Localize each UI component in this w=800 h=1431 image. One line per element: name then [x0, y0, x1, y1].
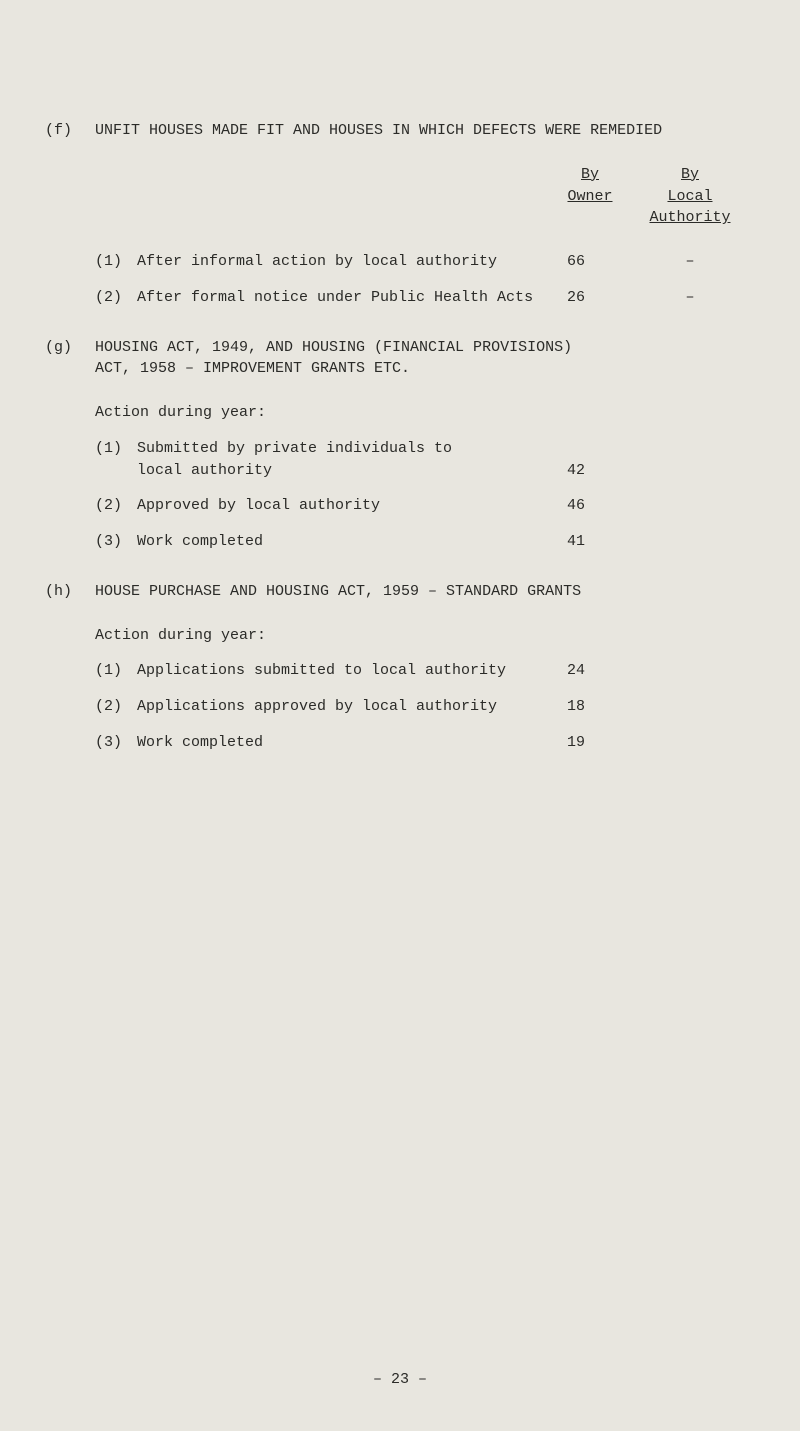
f-col1-h2: Owner [545, 186, 635, 208]
section-h-title-row: (h) HOUSE PURCHASE AND HOUSING ACT, 1959… [45, 581, 745, 603]
g-row-2: (2) Approved by local authority 46 [45, 495, 745, 517]
g-row2-num: (2) [95, 495, 137, 517]
f-row1-v1: 66 [545, 251, 635, 273]
g-action-row: Action during year: [45, 402, 745, 424]
g-row2-desc: Approved by local authority [137, 495, 545, 517]
g-row3-num: (3) [95, 531, 137, 553]
h-action: Action during year: [95, 625, 745, 647]
f-row-2: (2) After formal notice under Public Hea… [45, 287, 745, 309]
section-f-tag: (f) [45, 120, 95, 142]
h-title: HOUSE PURCHASE AND HOUSING ACT, 1959 – S… [95, 581, 745, 603]
g-row2-v1: 46 [545, 495, 635, 517]
f-row1-v2: – [635, 251, 745, 273]
h-row2-desc: Applications approved by local authority [137, 696, 545, 718]
g-row1-desc-l2: local authority [137, 460, 545, 482]
f-col-header-row2: Owner Local [45, 186, 745, 208]
h-row1-v1: 24 [545, 660, 635, 682]
h-row3-num: (3) [95, 732, 137, 754]
h-row-3: (3) Work completed 19 [45, 732, 745, 754]
f-row2-v2: – [635, 287, 745, 309]
g-row1-desc-l1: Submitted by private individuals to [137, 438, 745, 460]
section-h-tag: (h) [45, 581, 95, 603]
f-col2-h1: By [635, 164, 745, 186]
f-row-1: (1) After informal action by local autho… [45, 251, 745, 273]
g-row1-num: (1) [95, 438, 137, 460]
g-title-l1: HOUSING ACT, 1949, AND HOUSING (FINANCIA… [95, 337, 745, 359]
f-col1-h1: By [545, 164, 635, 186]
section-f-title: UNFIT HOUSES MADE FIT AND HOUSES IN WHIC… [95, 120, 745, 142]
g-row3-v1: 41 [545, 531, 635, 553]
f-row2-num: (2) [95, 287, 137, 309]
f-col-header-row1: By By [45, 164, 745, 186]
g-row3-desc: Work completed [137, 531, 545, 553]
g-row-1: (1) Submitted by private individuals to … [45, 438, 745, 482]
f-col-header-row3: Authority [45, 207, 745, 229]
h-row1-desc: Applications submitted to local authorit… [137, 660, 545, 682]
g-action: Action during year: [95, 402, 745, 424]
f-col2-h2: Local [635, 186, 745, 208]
h-row1-num: (1) [95, 660, 137, 682]
g-row-3: (3) Work completed 41 [45, 531, 745, 553]
f-row1-desc: After informal action by local authority [137, 251, 545, 273]
f-row2-desc: After formal notice under Public Health … [137, 287, 545, 309]
h-row3-v1: 19 [545, 732, 635, 754]
h-row2-num: (2) [95, 696, 137, 718]
page-number: – 23 – [0, 1369, 800, 1391]
section-g-title-row: (g) HOUSING ACT, 1949, AND HOUSING (FINA… [45, 337, 745, 381]
g-title-l2: ACT, 1958 – IMPROVEMENT GRANTS ETC. [95, 358, 745, 380]
h-row3-desc: Work completed [137, 732, 545, 754]
g-row1-v1: 42 [545, 460, 635, 482]
section-g-tag: (g) [45, 337, 95, 359]
f-row1-num: (1) [95, 251, 137, 273]
h-row2-v1: 18 [545, 696, 635, 718]
document-page: (f) UNFIT HOUSES MADE FIT AND HOUSES IN … [0, 0, 800, 1431]
h-action-row: Action during year: [45, 625, 745, 647]
f-row2-v1: 26 [545, 287, 635, 309]
section-f-title-row: (f) UNFIT HOUSES MADE FIT AND HOUSES IN … [45, 120, 745, 142]
f-col2-h3: Authority [635, 207, 745, 229]
h-row-1: (1) Applications submitted to local auth… [45, 660, 745, 682]
h-row-2: (2) Applications approved by local autho… [45, 696, 745, 718]
